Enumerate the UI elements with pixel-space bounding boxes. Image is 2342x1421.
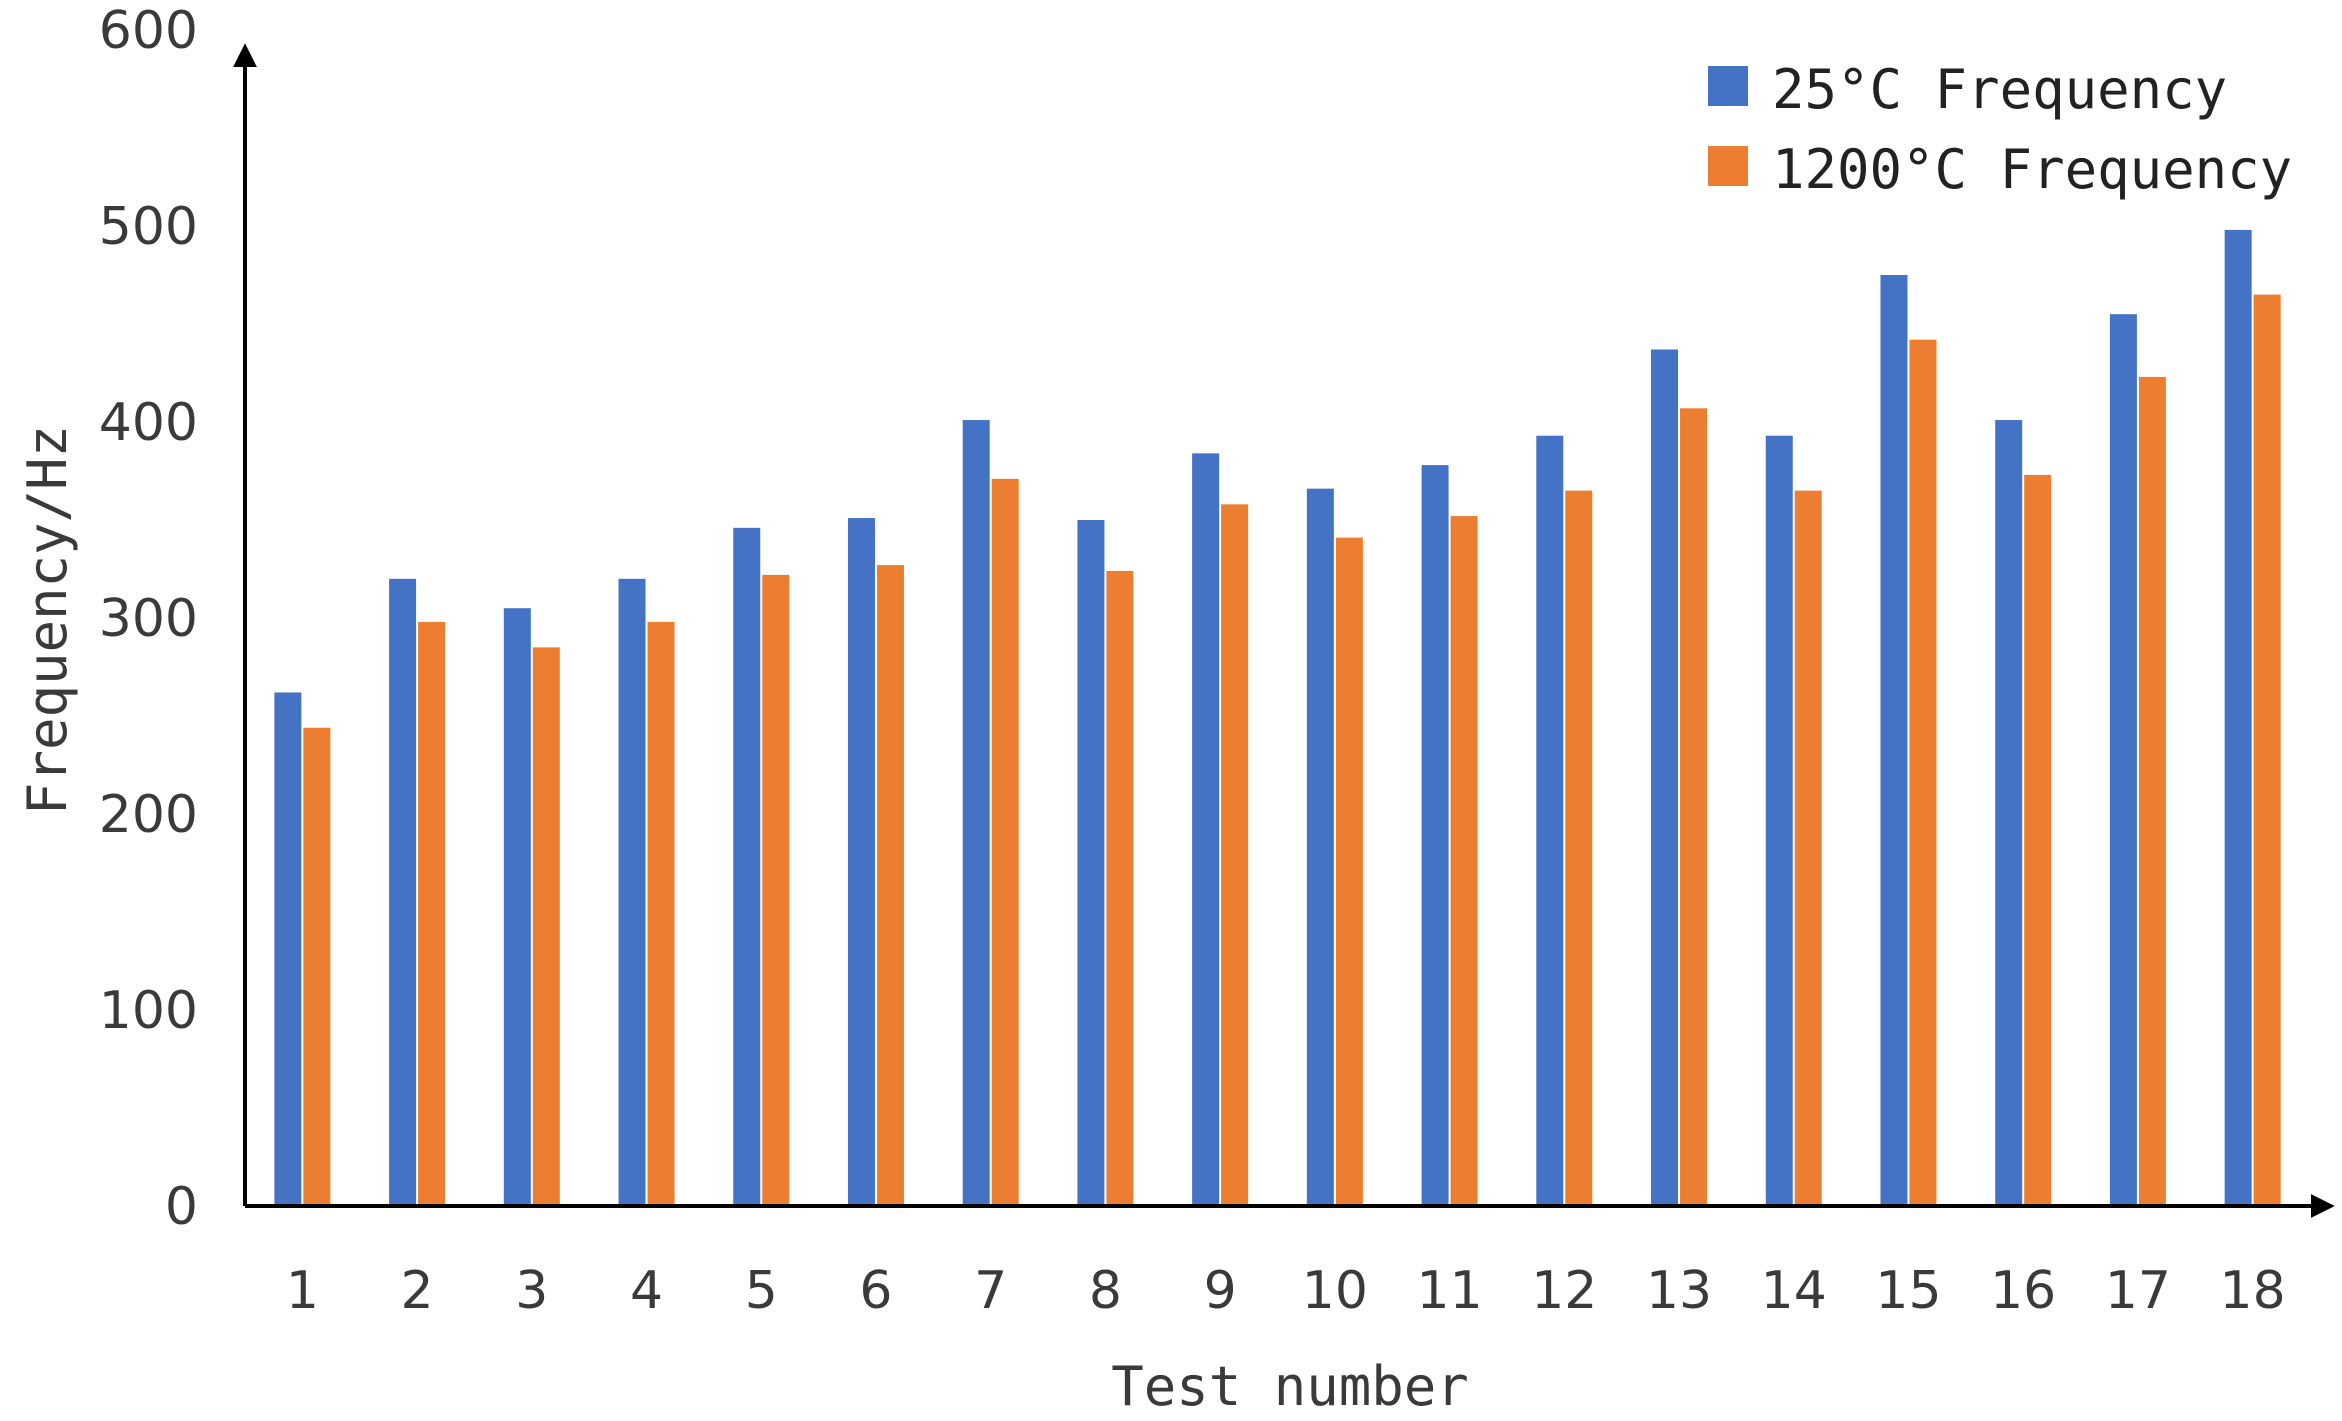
x-tick-label: 14 — [1761, 1261, 1827, 1321]
bar-series-1-test-11 — [1421, 465, 1449, 1206]
bar-series-2-test-4 — [647, 621, 675, 1206]
bar-series-2-test-14 — [1794, 490, 1822, 1207]
bar-series-1-test-18 — [2224, 229, 2252, 1207]
y-tick-label: 300 — [99, 589, 198, 649]
legend-label-series-2: 1200°C Frequency — [1772, 138, 2292, 201]
bar-series-2-test-3 — [532, 647, 560, 1206]
x-tick-label: 3 — [515, 1261, 548, 1321]
bar-series-2-test-11 — [1450, 516, 1478, 1206]
bar-series-2-test-1 — [303, 727, 331, 1206]
legend-swatch-series-1 — [1708, 66, 1748, 106]
x-tick-label: 16 — [1990, 1261, 2056, 1321]
bar-series-2-test-2 — [418, 621, 446, 1206]
x-tick-label: 9 — [1204, 1261, 1237, 1321]
y-axis-title: Frequency/Hz — [16, 425, 79, 815]
bar-series-2-test-12 — [1565, 490, 1593, 1207]
x-tick-labels: 1 2 3 4 5 6 7 8 9 10 11 12 13 14 15 16 17 18 — [286, 1261, 2286, 1321]
bar-series-1-test-7 — [962, 420, 990, 1206]
legend-label-series-1: 25°C Frequency — [1772, 58, 2227, 121]
x-tick-label: 8 — [1089, 1261, 1122, 1321]
x-tick-label: 5 — [745, 1261, 778, 1321]
y-tick-label: 500 — [99, 197, 198, 257]
y-tick-label: 0 — [165, 1177, 198, 1237]
x-tick-label: 17 — [2105, 1261, 2171, 1321]
bar-series-1-test-2 — [389, 578, 417, 1206]
x-axis-title: Test number — [1111, 1355, 1469, 1418]
x-tick-label: 7 — [974, 1261, 1007, 1321]
bar-series-1-test-12 — [1536, 435, 1564, 1207]
y-tick-label: 200 — [99, 785, 198, 845]
legend-swatch-series-2 — [1708, 146, 1748, 186]
y-tick-label: 100 — [99, 981, 198, 1041]
x-tick-label: 13 — [1646, 1261, 1712, 1321]
bar-series-2-test-5 — [762, 574, 790, 1206]
bar-series-1-test-10 — [1306, 488, 1334, 1206]
x-tick-label: 6 — [859, 1261, 892, 1321]
bar-series-1-test-15 — [1880, 275, 1908, 1206]
bar-series-2-test-16 — [2024, 474, 2052, 1206]
bars-group — [274, 229, 2281, 1207]
bar-series-1-test-9 — [1192, 453, 1220, 1206]
bar-series-1-test-17 — [2109, 314, 2137, 1206]
bar-series-2-test-7 — [991, 478, 1019, 1207]
bar-series-1-test-3 — [503, 608, 531, 1206]
bar-series-1-test-5 — [733, 527, 761, 1206]
y-tick-label: 400 — [99, 393, 198, 453]
x-tick-label: 4 — [630, 1261, 663, 1321]
bar-series-1-test-16 — [1995, 420, 2023, 1206]
x-tick-label: 10 — [1302, 1261, 1368, 1321]
bar-series-2-test-15 — [1909, 339, 1937, 1206]
bar-series-2-test-8 — [1106, 570, 1134, 1206]
bar-series-2-test-13 — [1680, 408, 1708, 1206]
bar-series-2-test-17 — [2138, 376, 2166, 1206]
bar-series-2-test-10 — [1335, 537, 1363, 1206]
x-tick-label: 2 — [401, 1261, 434, 1321]
x-tick-label: 11 — [1416, 1261, 1482, 1321]
bar-series-2-test-6 — [876, 565, 904, 1206]
legend: 25°C Frequency 1200°C Frequency — [1708, 58, 2292, 201]
y-tick-label: 600 — [99, 1, 198, 61]
y-tick-labels: 0 100 200 300 400 500 600 — [99, 1, 198, 1237]
bar-series-1-test-4 — [618, 578, 646, 1206]
bar-series-2-test-18 — [2253, 294, 2281, 1207]
bar-series-1-test-6 — [847, 518, 875, 1206]
bar-series-1-test-1 — [274, 692, 302, 1206]
bar-series-2-test-9 — [1221, 504, 1249, 1206]
bar-series-1-test-13 — [1651, 349, 1679, 1207]
x-tick-label: 12 — [1531, 1261, 1597, 1321]
bar-series-1-test-8 — [1077, 520, 1105, 1206]
x-tick-label: 1 — [286, 1261, 319, 1321]
x-tick-label: 18 — [2220, 1261, 2286, 1321]
x-tick-label: 15 — [1875, 1261, 1941, 1321]
bar-series-1-test-14 — [1765, 435, 1793, 1207]
